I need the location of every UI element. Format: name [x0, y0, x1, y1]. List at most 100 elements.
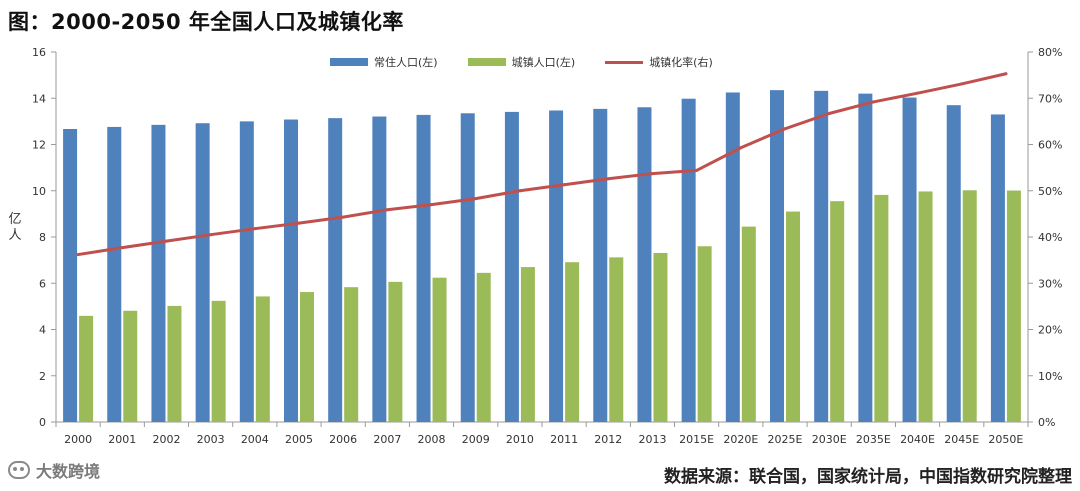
x-tick-label: 2011: [550, 433, 578, 446]
legend-item-urban: 城镇人口(左): [467, 54, 576, 70]
point-rate-2015E: [695, 168, 699, 172]
bar-resident-2020E: [725, 92, 740, 422]
x-tick-label: 2012: [594, 433, 622, 446]
bar-resident-2035E: [858, 93, 873, 422]
bar-urban-2035E: [874, 194, 889, 422]
point-rate-2012: [606, 177, 610, 181]
point-rate-2000: [76, 253, 80, 257]
watermark: 大数跨境: [8, 458, 100, 482]
y-tick-label-left: 14: [32, 92, 46, 105]
legend-swatch-rate: [605, 60, 644, 64]
chart-tick-labels: 0 2 4 6 8 10 12 14 16 0% 10% 20% 30% 40% 50% 60% 70% 80% 2…: [32, 46, 1062, 446]
y-tick-label-right: 10%: [1038, 370, 1062, 383]
x-tick-label: 2009: [462, 433, 490, 446]
y-tick-label-right: 30%: [1038, 277, 1062, 290]
x-tick-label: 2030E: [812, 433, 847, 446]
point-rate-2013: [650, 172, 654, 176]
y-tick-label-right: 70%: [1038, 92, 1062, 105]
bar-resident-2003: [195, 123, 210, 422]
point-rate-2030E: [827, 112, 831, 116]
bar-resident-2004: [239, 121, 254, 422]
legend-item-rate: 城镇化率(右): [605, 54, 713, 70]
bar-resident-2011: [549, 110, 564, 422]
y-tick-label-left: 8: [39, 231, 46, 244]
point-rate-2040E: [916, 91, 920, 95]
x-tick-label: 2045E: [944, 433, 979, 446]
x-tick-label: 2035E: [856, 433, 891, 446]
x-tick-label: 2008: [418, 433, 446, 446]
bar-resident-2040E: [902, 97, 917, 423]
bar-resident-2015E: [681, 98, 696, 423]
legend-item-resident: 常住人口(左): [330, 54, 438, 70]
y-axis-label-left: 亿人: [8, 212, 22, 243]
x-tick-label: 2025E: [768, 433, 803, 446]
x-tick-label: 2001: [108, 433, 136, 446]
y-tick-label-right: 80%: [1038, 46, 1062, 59]
bar-resident-2001: [107, 126, 122, 423]
line-urbanization-rate: [76, 72, 1008, 257]
bar-urban-2002: [167, 305, 182, 422]
bar-urban-2030E: [830, 201, 845, 422]
bar-resident-2000: [63, 129, 78, 422]
point-rate-2009: [474, 197, 478, 201]
bar-urban-2007: [388, 281, 403, 422]
point-rate-2050E: [1004, 72, 1008, 76]
point-rate-2045E: [960, 82, 964, 86]
x-tick-label: 2013: [638, 433, 666, 446]
x-tick-label: 2003: [197, 433, 225, 446]
bar-urban-2006: [344, 287, 359, 422]
bar-resident-2002: [151, 124, 166, 422]
x-tick-label: 2006: [329, 433, 357, 446]
x-tick-label: 2007: [373, 433, 401, 446]
point-rate-2011: [562, 183, 566, 187]
point-rate-2001: [120, 246, 124, 250]
y-tick-label-left: 0: [39, 416, 46, 429]
bar-urban-2040E: [918, 191, 933, 422]
y-tick-label-left: 10: [32, 185, 46, 198]
bar-urban-2001: [123, 310, 138, 422]
bar-urban-2010: [520, 267, 535, 422]
x-tick-label: 2020E: [723, 433, 758, 446]
bar-resident-2006: [328, 118, 343, 422]
bar-urban-2045E: [962, 190, 977, 422]
chart-legend: 常住人口(左) 城镇人口(左) 城镇化率(右): [330, 54, 743, 70]
bar-resident-2030E: [814, 90, 829, 422]
point-rate-2003: [209, 233, 213, 237]
bar-resident-2010: [504, 111, 519, 423]
x-tick-label: 2002: [152, 433, 180, 446]
legend-swatch-urban: [467, 58, 506, 66]
x-tick-label: 2000: [64, 433, 92, 446]
bar-urban-2008: [432, 277, 447, 422]
x-tick-label: 2010: [506, 433, 534, 446]
bar-resident-2013: [637, 107, 652, 423]
point-rate-2008: [430, 203, 434, 207]
bar-urban-2009: [476, 272, 491, 422]
point-rate-2002: [164, 239, 168, 243]
bar-resident-2005: [284, 119, 298, 423]
bar-urban-2012: [609, 257, 624, 422]
point-rate-2007: [385, 208, 389, 212]
point-rate-2004: [253, 227, 257, 231]
y-tick-label-right: 40%: [1038, 231, 1062, 244]
bar-urban-2005: [300, 292, 314, 422]
y-tick-label-right: 50%: [1038, 185, 1062, 198]
bar-urban-2050E: [1006, 190, 1021, 422]
bar-resident-2008: [416, 114, 431, 423]
y-tick-label-right: 20%: [1038, 324, 1062, 337]
legend-label-rate: 城镇化率(右): [649, 56, 713, 69]
legend-swatch-resident: [330, 58, 368, 66]
chart-title: 图：2000-2050 年全国人口及城镇化率: [8, 10, 404, 34]
y-tick-label-right: 60%: [1038, 139, 1062, 152]
legend-label-urban: 城镇人口(左): [511, 56, 576, 69]
x-tick-label: 2050E: [988, 433, 1023, 446]
bar-urban-2000: [79, 315, 94, 422]
bar-urban-2025E: [786, 211, 800, 422]
chart-bars: [63, 90, 1021, 423]
legend-label-resident: 常住人口(左): [374, 56, 438, 69]
watermark-text: 大数跨境: [36, 462, 101, 481]
x-tick-label: 2004: [241, 433, 269, 446]
y-tick-label-left: 4: [39, 324, 46, 337]
point-rate-2010: [518, 189, 522, 193]
bar-urban-2015E: [697, 246, 712, 422]
